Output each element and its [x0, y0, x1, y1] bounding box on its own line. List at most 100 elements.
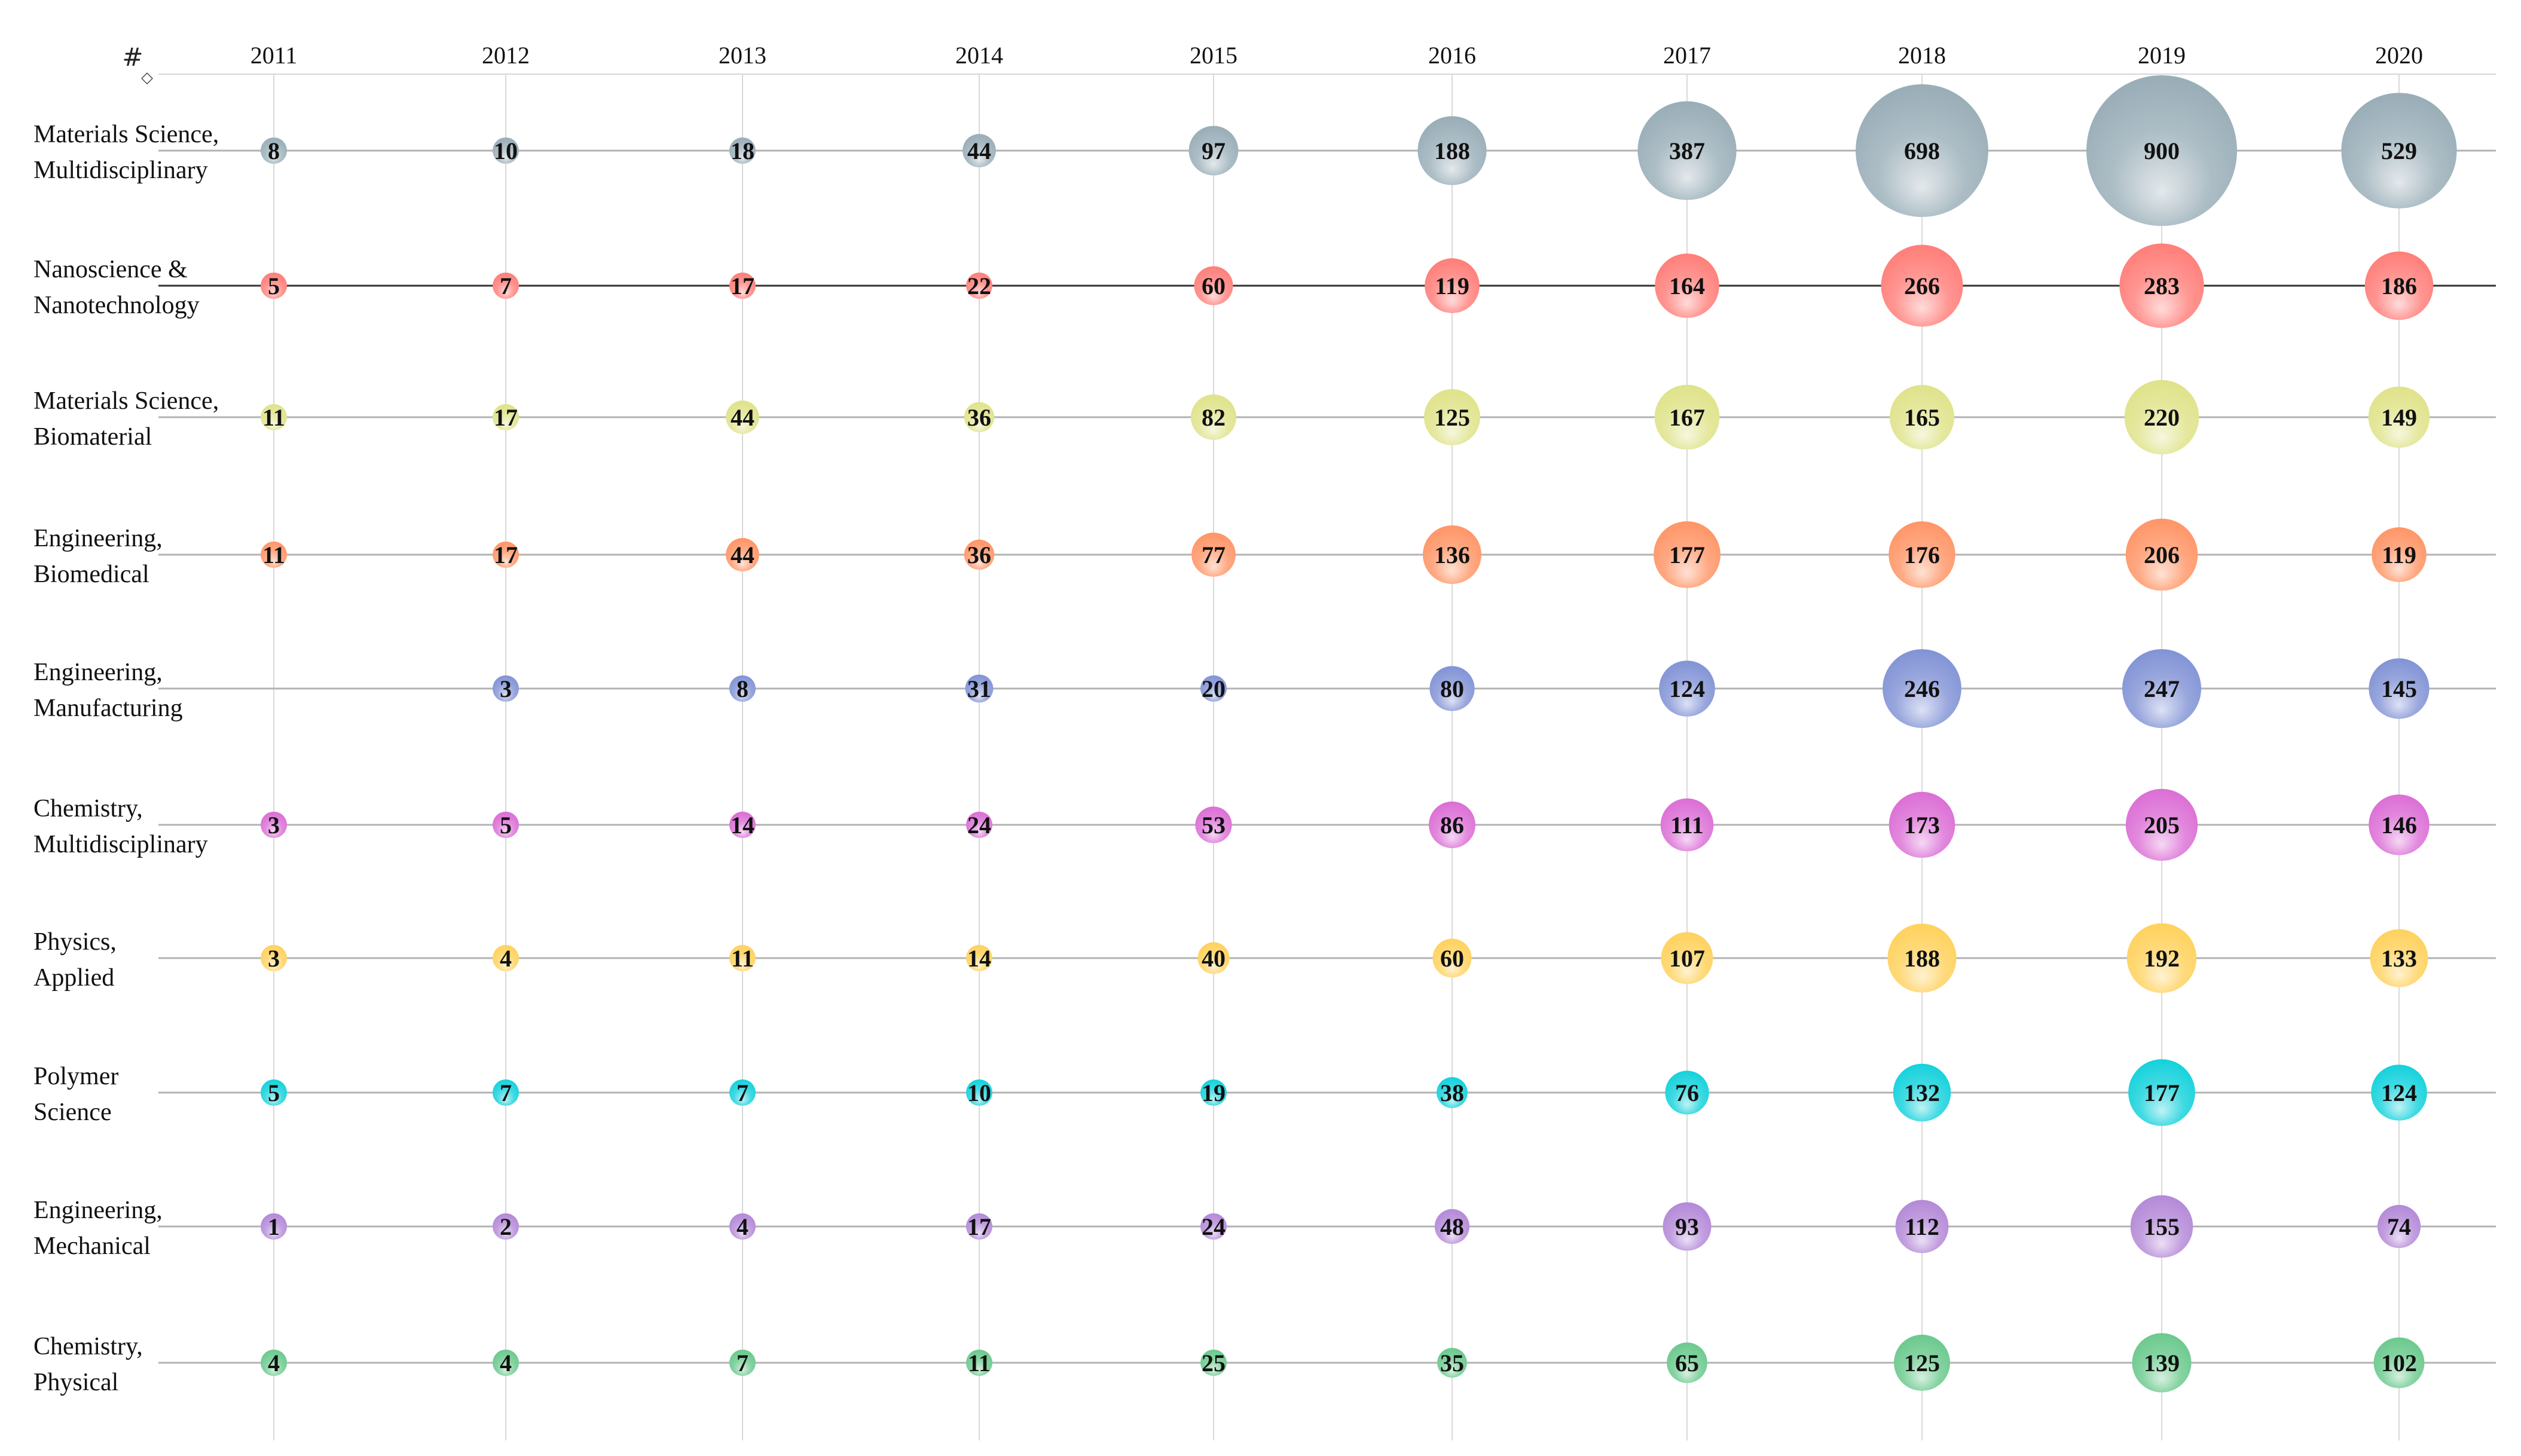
bubble [966, 1213, 992, 1240]
category-label-line: Biomedical [33, 561, 149, 588]
bubble [1194, 266, 1233, 305]
bubble [729, 1079, 756, 1106]
bubble-value-label: 387 [1669, 137, 1705, 164]
category-label: Physics, Applied [33, 928, 117, 992]
bubble [1190, 394, 1237, 441]
bubble-value-label: 80 [1440, 675, 1464, 702]
bubble-value-label: 17 [731, 273, 754, 299]
bubble [2369, 658, 2430, 719]
bubble-value-label: 17 [967, 1213, 991, 1240]
bubble [2086, 75, 2237, 226]
bubble [1637, 101, 1737, 200]
bubble-value-label: 93 [1675, 1213, 1699, 1240]
bubble [261, 404, 287, 430]
bubble [1660, 798, 1714, 852]
bubble-value-label: 18 [731, 137, 754, 164]
bubble-value-label: 48 [1440, 1213, 1464, 1240]
bubble [1417, 116, 1487, 185]
bubble-value-label: 74 [2387, 1213, 2411, 1240]
bubble-value-label: 20 [1202, 675, 1226, 702]
bubble-value-label: 176 [1904, 542, 1940, 568]
bubble [1659, 660, 1715, 717]
bubble-value-label: 53 [1202, 812, 1226, 839]
bubble [1893, 1063, 1951, 1122]
bubble [1200, 1350, 1227, 1376]
bubble [729, 675, 756, 702]
bubble [2122, 649, 2202, 729]
category-label-line: Nanotechnology [33, 292, 200, 319]
bubble [261, 812, 287, 838]
y-axis-category-labels: Materials Science, Multidisciplinary Nanos… [33, 121, 219, 1396]
category-label-line: Engineering, [33, 1197, 163, 1224]
bubble [493, 542, 519, 568]
bubble-value-label: 36 [967, 542, 991, 568]
bubble [2132, 1333, 2192, 1393]
bubble [261, 542, 287, 568]
bubble [1200, 1213, 1227, 1240]
category-label-line: Chemistry, [33, 1333, 143, 1360]
category-label-line: Multidisciplinary [33, 157, 208, 184]
bubble-value-label: 220 [2144, 404, 2180, 431]
bubble [966, 1079, 992, 1106]
year-tick-label: 2011 [250, 42, 298, 69]
bubble [1437, 1348, 1467, 1378]
bubble [2119, 243, 2204, 328]
bubble [729, 137, 756, 164]
bubble-value-label: 3 [268, 945, 280, 972]
bubble [1191, 533, 1236, 577]
bubble-value-label: 7 [737, 1350, 748, 1377]
bubble-value-label: 17 [494, 404, 518, 431]
bubble [493, 812, 519, 838]
bubble-value-label: 4 [500, 1350, 512, 1377]
bubble [261, 945, 287, 971]
bubble-value-label: 11 [262, 404, 285, 431]
bubble-value-label: 3 [500, 675, 512, 702]
bubble-value-label: 40 [1202, 945, 1226, 972]
bubble-value-label: 60 [1202, 273, 1226, 299]
bubble-value-label: 206 [2144, 542, 2180, 568]
bubble [966, 812, 992, 838]
bubble-value-label: 1 [268, 1213, 280, 1240]
bubble-value-label: 7 [500, 273, 512, 299]
bubble [729, 812, 756, 838]
bubble [2377, 1204, 2421, 1249]
bubble [2124, 380, 2199, 455]
bubble-value-label: 11 [968, 1350, 991, 1377]
category-label-line: Engineering, [33, 659, 163, 686]
bubble-value-label: 186 [2381, 273, 2417, 299]
bubble-value-label: 25 [1202, 1350, 1226, 1377]
bubble-value-label: 139 [2144, 1350, 2180, 1377]
bubble [1655, 253, 1719, 318]
bubble [493, 1350, 519, 1376]
category-label-line: Polymer [33, 1063, 118, 1090]
bubble [493, 945, 519, 971]
bubble-value-label: 24 [1202, 1213, 1226, 1240]
bubble-value-label: 4 [500, 945, 512, 972]
bubble-value-label: 247 [2144, 675, 2180, 702]
bubble [962, 134, 996, 167]
category-label: Engineering, Biomedical [33, 525, 163, 588]
bubble-value-label: 205 [2144, 812, 2180, 839]
bubble [2372, 527, 2427, 582]
bubble-value-label: 164 [1669, 273, 1705, 299]
bubble [2369, 794, 2430, 855]
bubble [2364, 251, 2434, 320]
bubble [1424, 389, 1480, 445]
bubble-value-label: 44 [731, 542, 754, 568]
bubble [964, 539, 995, 570]
category-label-line: Nanoscience & [33, 256, 188, 283]
year-tick-label: 2017 [1663, 42, 1711, 69]
bubble [729, 273, 756, 299]
category-label-line: Mechanical [33, 1232, 151, 1260]
bubble-value-label: 283 [2144, 273, 2180, 299]
bubble-value-label: 4 [268, 1350, 280, 1377]
bubble-value-label: 10 [967, 1079, 991, 1106]
bubble [1663, 1202, 1712, 1251]
bubble [1667, 1342, 1707, 1383]
bubble [1856, 84, 1988, 217]
bubble [729, 1213, 756, 1240]
bubble-value-label: 14 [731, 812, 754, 839]
bubble [1200, 1079, 1227, 1106]
